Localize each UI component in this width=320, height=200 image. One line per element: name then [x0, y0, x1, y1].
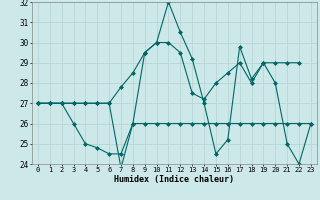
X-axis label: Humidex (Indice chaleur): Humidex (Indice chaleur)	[115, 175, 234, 184]
